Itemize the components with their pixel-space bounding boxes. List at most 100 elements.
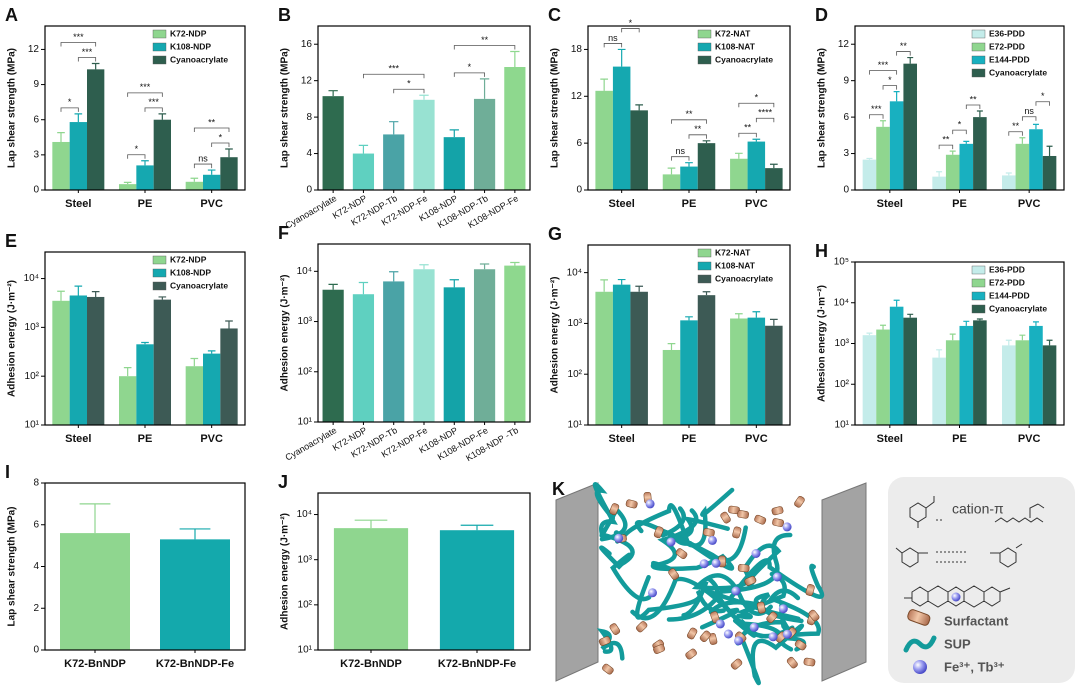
ion [782,522,792,532]
panel-label: H [815,241,828,261]
bar [473,269,496,422]
error-bar [880,120,887,127]
legend-text: Surfactant [944,613,1009,628]
error-bar [91,291,100,297]
ion [772,572,782,582]
x-tick-label: K72-BnNDP [340,658,402,670]
bar [119,184,137,190]
x-tick-label: PVC [745,433,768,445]
panel: G Adhesion energy (J·m⁻²) 10¹ 10² 10³ 10⁴ Stee… [548,224,791,445]
ion [711,558,721,568]
legend-swatch [697,274,712,284]
x-tick-label: Steel [609,433,635,445]
panel-label: D [815,5,828,25]
error-bar [936,171,943,177]
significance-label: ns [675,146,685,156]
legend-label: K72-NDP [170,28,207,38]
surfactant [737,564,750,573]
legend-swatch [152,29,167,39]
x-tick-label: Steel [65,198,91,210]
error-bar [419,94,429,100]
legend-swatch [152,255,167,265]
bar [612,284,631,425]
y-tick-label: 10² [298,366,313,377]
y-tick-label: 0 [33,645,39,656]
error-bar [328,283,338,290]
y-tick-label: 12 [301,75,313,86]
ion [614,533,624,543]
y-tick-label: 0 [576,185,582,196]
panel-label: K [552,479,565,499]
error-bar [963,140,970,144]
chelate-ion [951,592,961,602]
error-bar [893,91,900,102]
significance-bracket [144,107,163,112]
error-bar [949,150,956,155]
bar [945,154,960,190]
significance-bracket [60,42,97,47]
significance-bracket [211,142,230,147]
significance-bracket [363,73,425,79]
error-bar [866,157,873,160]
bar [439,530,515,650]
legend-swatch [697,29,712,39]
error-bar [158,296,167,300]
significance-bracket [882,85,898,90]
bar [765,325,783,425]
x-tick-label: PE [952,198,967,210]
error-bar [752,311,761,318]
y-tick-label: 10⁴ [834,297,849,308]
legend-label: Cyanoacrylate [989,67,1047,77]
error-bar [734,313,743,319]
error-bar [57,132,65,142]
bar [612,66,631,190]
y-tick-label: 9 [843,75,849,86]
significance-label: * [468,62,472,72]
significance-label: *** [73,32,84,42]
y-tick-label: 10¹ [25,420,40,431]
error-bar [907,56,914,64]
significance-bracket [193,163,213,169]
legend-label: K108-NAT [715,260,756,270]
y-axis-label: Lap shear strength (MPa) [7,48,18,168]
legend-label: K72-NDP [170,254,207,264]
error-bar [479,263,490,270]
y-tick-label: 10⁴ [24,273,39,284]
bar [69,295,87,425]
bar [662,174,681,190]
significance-label: *** [148,97,159,107]
plot-frame [854,261,1065,426]
surfactant [794,639,807,651]
y-tick-label: 10³ [25,322,40,333]
surfactant [744,575,757,586]
error-bar [510,50,520,67]
significance-label: ** [942,135,950,145]
ion [648,588,657,598]
bar [185,181,203,190]
plot-frame [44,25,246,191]
surfactant [805,584,815,596]
significance-label: * [958,120,962,130]
surfactant [737,510,749,519]
y-tick-label: 6 [33,519,39,530]
x-tick-label: PVC [200,198,223,210]
panel: C Lap shear strength (MPa) 0 6 12 18 Steel PE PV… [548,5,791,210]
x-tick-label: Steel [877,433,903,445]
surfactant [766,611,778,624]
bar [662,349,681,425]
bar [1001,175,1016,190]
bar [504,67,526,190]
y-tick-label: 3 [843,148,849,159]
legend-label: K108-NAT [715,41,756,51]
bar [945,340,960,425]
significance-bracket [603,43,623,48]
error-bar [179,528,211,540]
significance-label: ** [900,41,908,51]
x-tick-label: Steel [609,198,635,210]
surfactant [803,657,816,667]
bar [1015,143,1030,190]
legend-box [888,477,1075,683]
bar [443,287,465,422]
error-bar [358,281,369,295]
bar [876,329,890,425]
